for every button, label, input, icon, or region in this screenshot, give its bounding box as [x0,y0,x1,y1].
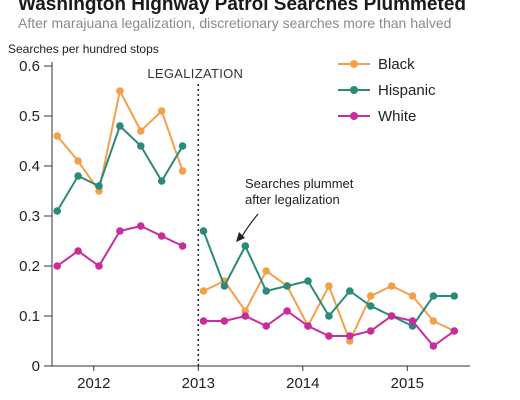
data-point-white [346,332,354,340]
y-tick-label: 0 [32,358,40,375]
data-point-hispanic [137,142,145,150]
data-point-black [53,132,61,140]
chart-title: Washington Highway Patrol Searches Plumm… [18,0,466,15]
legend-label-black: Black [378,56,415,73]
annotation-text: after legalization [245,192,340,207]
data-point-white [95,262,103,270]
data-point-black [387,282,396,290]
data-point-hispanic [366,302,375,310]
data-point-white [241,312,250,320]
data-point-hispanic [157,177,166,185]
legalization-line-group: LEGALIZATION [147,66,243,366]
series-group [53,87,459,350]
data-point-black [325,282,333,290]
data-point-hispanic [53,207,61,215]
data-point-black [178,167,187,175]
data-point-white [199,317,208,325]
data-point-white [137,222,145,230]
series-white [53,222,459,350]
y-tick-label: 0.2 [19,258,40,275]
axes: 0 0.1 0.2 0.3 0.4 0.5 0.6 2012 2013 2014 2015 [19,58,470,392]
data-point-white [366,327,375,335]
annotation-text: Searches plummet [245,176,354,191]
data-point-hispanic [325,312,333,320]
data-point-hispanic [199,227,208,235]
x-tick-label: 2012 [77,375,110,392]
data-point-hispanic [116,122,124,130]
legend-marker-hispanic [350,86,358,94]
data-point-hispanic [74,172,82,180]
x-tick-label: 2015 [391,375,424,392]
legend-marker-black [350,60,358,68]
x-tick-label: 2014 [286,375,319,392]
data-point-hispanic [346,287,354,295]
data-point-hispanic [429,292,438,300]
data-point-white [429,342,438,350]
data-point-black [199,287,208,295]
data-point-black [408,292,417,300]
data-point-white [178,242,187,250]
legalization-label: LEGALIZATION [147,66,243,81]
legend-marker-white [350,112,358,120]
data-point-hispanic [450,292,459,300]
data-point-black [429,317,438,325]
data-point-white [325,332,333,340]
chart-subtitle: After marajuana legalization, discretion… [18,15,451,31]
data-point-white [387,312,396,320]
data-point-black [262,267,271,275]
legend: Black Hispanic White [338,56,436,125]
data-point-hispanic [283,282,291,290]
data-point-white [304,322,312,330]
series-hispanic [53,122,459,330]
data-point-black [116,87,124,95]
y-axis-label: Searches per hundred stops [8,42,159,56]
data-point-black [366,292,375,300]
data-point-white [53,262,61,270]
series-line-black [203,269,455,344]
y-tick-label: 0.5 [19,108,40,125]
data-point-white [408,317,417,325]
data-point-hispanic [241,242,250,250]
data-point-hispanic [95,182,103,190]
data-point-white [283,307,291,315]
data-point-black [137,127,145,135]
data-point-hispanic [220,282,229,290]
y-tick-label: 0.1 [19,308,40,325]
data-point-hispanic [304,277,312,285]
y-tick-label: 0.6 [19,58,40,75]
data-point-hispanic [178,142,187,150]
series-line-hispanic [202,230,455,328]
annotation-arrowhead [236,232,245,242]
annotation-arrow [240,213,259,239]
data-point-white [262,322,271,330]
series-line-hispanic [56,124,184,212]
legend-label-white: White [378,108,416,125]
data-point-white [74,247,82,255]
data-point-black [74,157,82,165]
data-point-white [116,227,124,235]
data-point-white [220,317,229,325]
data-point-black [157,107,166,115]
y-tick-label: 0.3 [19,208,40,225]
data-point-white [450,327,459,335]
data-point-hispanic [262,287,271,295]
data-point-white [157,232,166,240]
x-tick-label: 2013 [182,375,215,392]
y-tick-label: 0.4 [19,158,40,175]
legend-label-hispanic: Hispanic [378,82,436,99]
